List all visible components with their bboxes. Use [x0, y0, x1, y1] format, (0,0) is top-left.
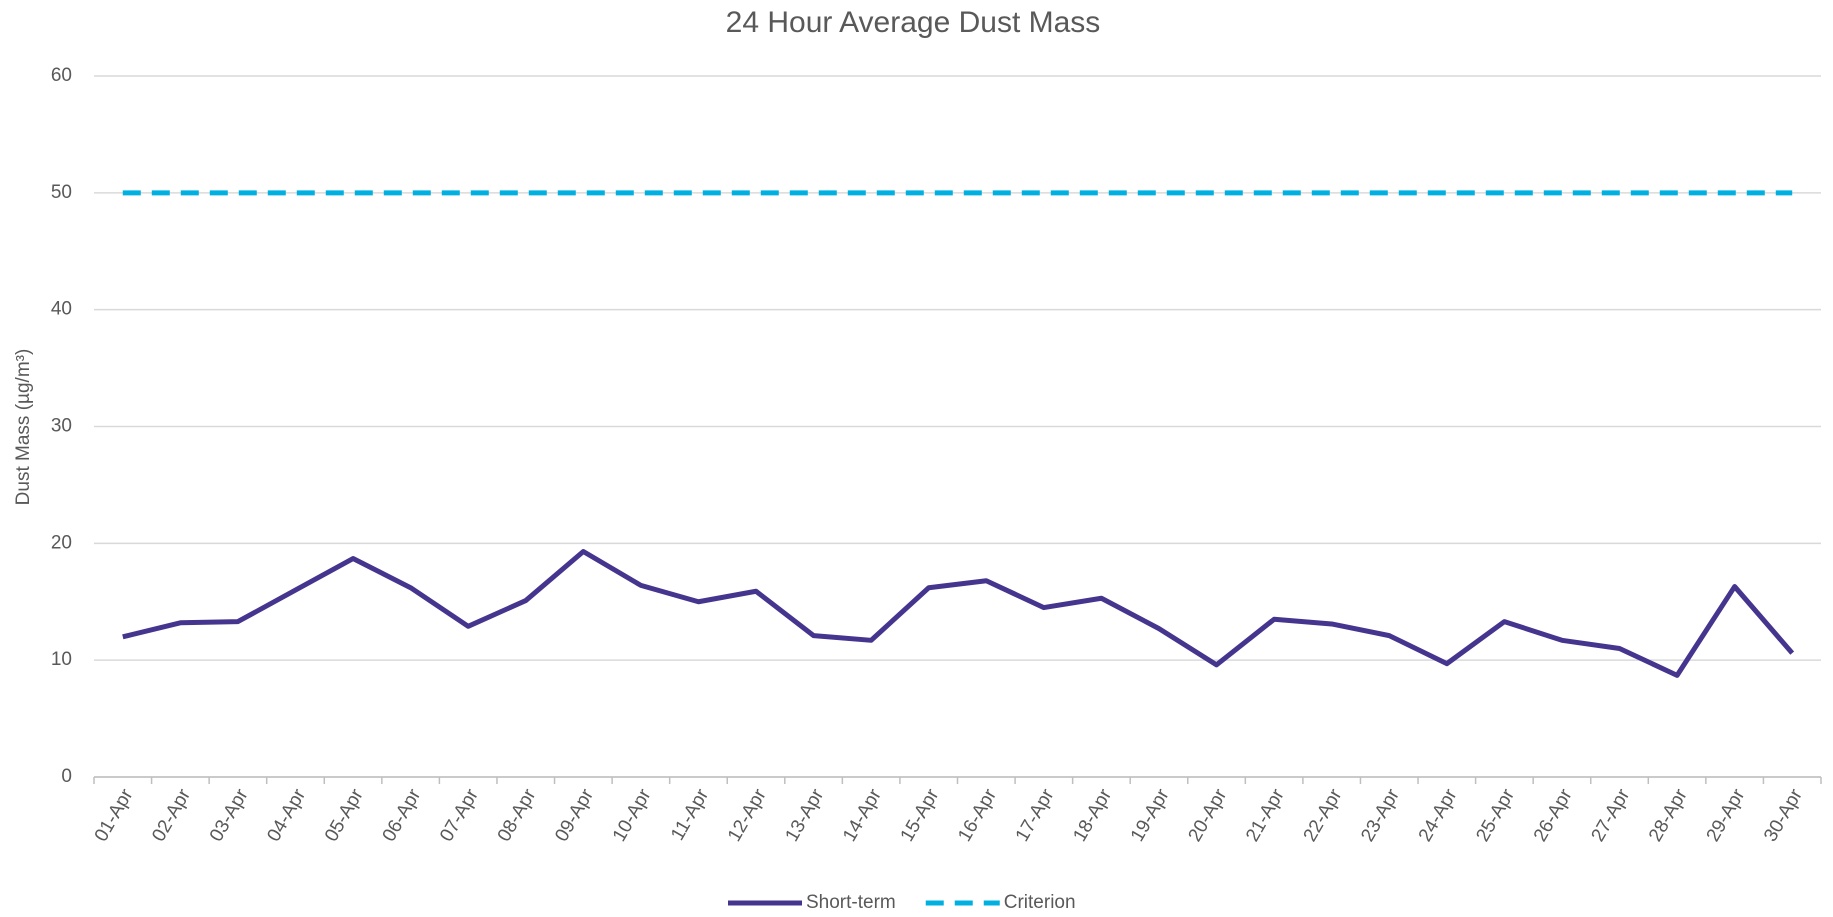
y-tick-label: 60 — [51, 65, 72, 86]
x-tick-label: 07-Apr — [436, 785, 483, 845]
x-tick-label: 10-Apr — [609, 785, 656, 845]
line-series — [122, 549, 1795, 678]
y-tick-label: 30 — [51, 416, 72, 437]
legend-label: Short-term — [806, 892, 896, 913]
x-tick-label: 24-Apr — [1415, 785, 1462, 845]
y-tick-label: 10 — [51, 649, 72, 670]
x-tick-label: 06-Apr — [379, 785, 426, 845]
x-tick-label: 20-Apr — [1185, 785, 1232, 845]
x-tick-label: 28-Apr — [1645, 785, 1692, 845]
x-tick-label: 22-Apr — [1300, 785, 1347, 845]
x-tick-label: 29-Apr — [1703, 785, 1750, 845]
x-tick-label: 12-Apr — [724, 785, 771, 845]
x-tick-label: 01-Apr — [91, 785, 138, 845]
x-tick-label: 17-Apr — [1012, 785, 1059, 845]
x-tick-label: 25-Apr — [1472, 785, 1519, 845]
x-tick-label: 30-Apr — [1760, 785, 1807, 845]
x-tick-label: 13-Apr — [782, 785, 829, 845]
x-tick-label: 14-Apr — [839, 785, 886, 845]
x-tick-label: 09-Apr — [551, 785, 598, 845]
y-tick-label: 40 — [51, 299, 72, 320]
x-tick-label: 19-Apr — [1127, 785, 1174, 845]
chart-title: 24 Hour Average Dust Mass — [726, 6, 1101, 39]
x-tick-label: 21-Apr — [1242, 785, 1289, 845]
x-tick-label: 05-Apr — [321, 785, 368, 845]
x-tick-label: 11-Apr — [667, 785, 713, 844]
x-tick-label: 03-Apr — [206, 785, 253, 845]
x-tick-label: 27-Apr — [1587, 785, 1634, 845]
y-axis-label: Dust Mass (µg/m³) — [13, 349, 34, 506]
y-tick-label: 0 — [61, 766, 72, 787]
y-tick-label: 50 — [51, 182, 72, 203]
x-tick-label: 18-Apr — [1069, 785, 1116, 845]
x-tick-label: 16-Apr — [954, 785, 1001, 845]
x-tick-label: 08-Apr — [494, 785, 541, 845]
legend-label: Criterion — [1004, 892, 1076, 913]
y-tick-label: 20 — [51, 532, 72, 553]
x-tick-label: 15-Apr — [897, 785, 944, 845]
x-tick-label: 26-Apr — [1530, 785, 1577, 845]
x-tick-label: 23-Apr — [1357, 785, 1404, 845]
x-tick-label: 04-Apr — [263, 785, 310, 845]
x-tick-label: 02-Apr — [148, 785, 195, 845]
